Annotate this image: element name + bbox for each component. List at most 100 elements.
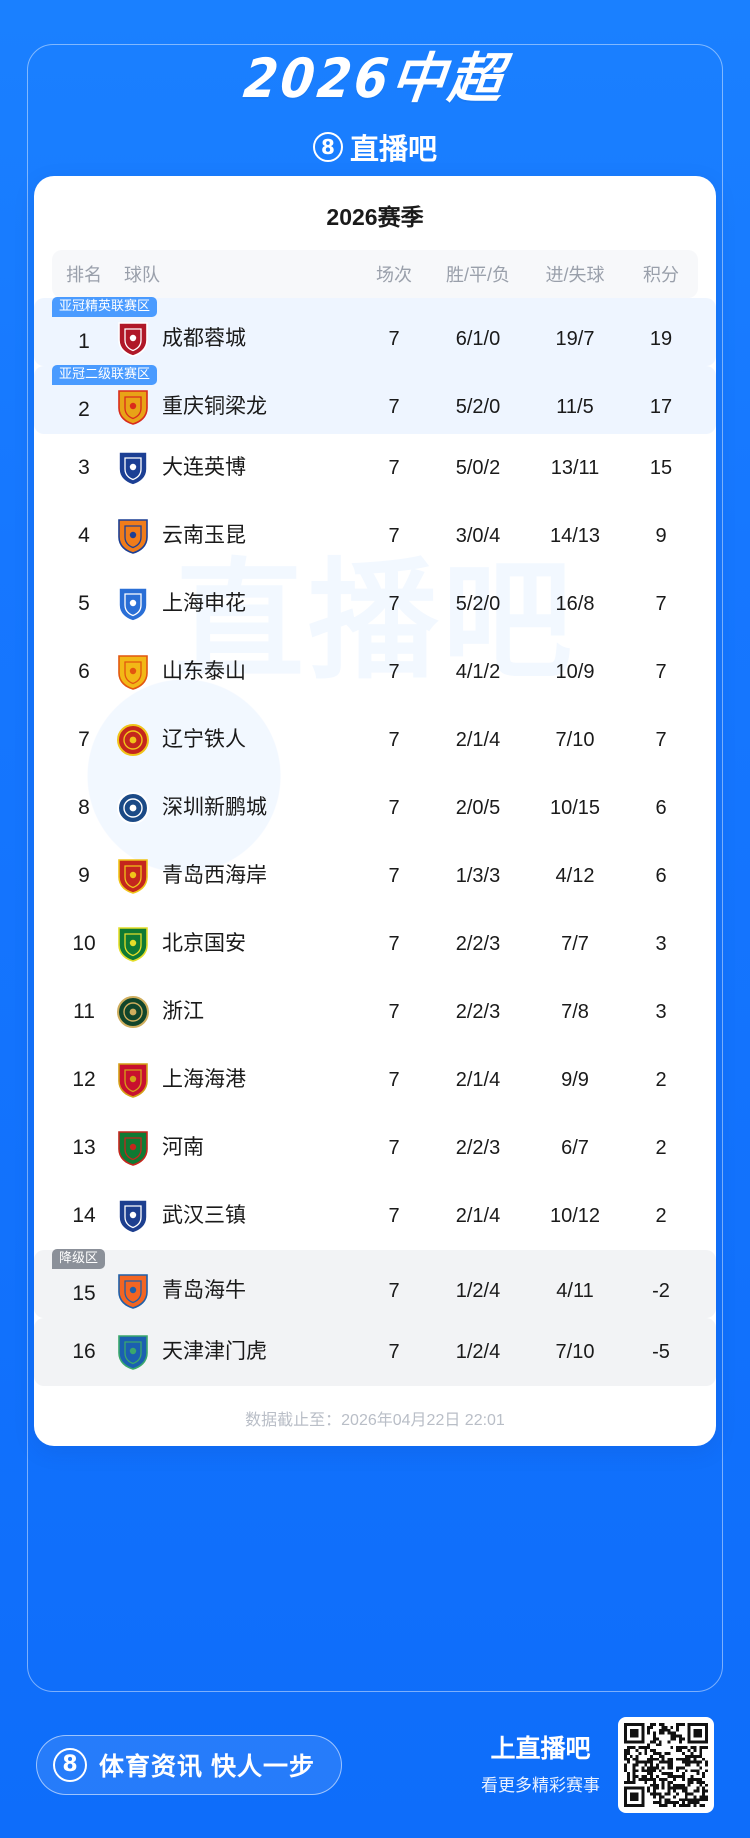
team-name-label: 山东泰山 — [162, 659, 246, 683]
shanghai-shenhua-crest — [116, 585, 150, 623]
row-played: 7 — [388, 592, 400, 615]
row-played: 7 — [388, 728, 400, 751]
row-played: 7 — [388, 1068, 400, 1091]
team-name-label: 重庆铜梁龙 — [162, 394, 267, 418]
table-row[interactable]: 14 武汉三镇 7 2/1/4 10/12 2 — [34, 1182, 716, 1250]
row-rank: 12 — [72, 1068, 96, 1091]
table-row[interactable]: 亚冠二级联赛区 2 重庆铜梁龙 7 5/2/0 11/5 17 — [34, 365, 716, 434]
row-points: 2 — [655, 1204, 667, 1227]
row-goals: 7/10 — [555, 1340, 595, 1363]
row-rank: 16 — [72, 1340, 96, 1363]
row-team: 云南玉昆 — [116, 517, 358, 555]
slogan-pill[interactable]: 8 体育资讯 快人一步 — [36, 1735, 342, 1795]
dalian-yingbo-crest — [116, 449, 150, 487]
row-team: 天津津门虎 — [116, 1333, 358, 1371]
beijing-guoan-crest — [116, 925, 150, 963]
row-wdl: 2/0/5 — [455, 796, 501, 819]
table-row[interactable]: 11 浙江 7 2/2/3 7/8 3 — [34, 978, 716, 1046]
row-rank: 2 — [78, 398, 90, 421]
promo-headline: 上直播吧 — [490, 1734, 591, 1763]
row-goals: 10/15 — [549, 796, 601, 819]
row-played: 7 — [388, 395, 400, 418]
table-row[interactable]: 降级区 15 青岛海牛 7 1/2/4 4/11 -2 — [34, 1249, 716, 1318]
row-wdl: 3/0/4 — [455, 524, 501, 547]
column-header-rank: 排名 — [66, 265, 102, 285]
table-row[interactable]: 10 北京国安 7 2/2/3 7/7 3 — [34, 910, 716, 978]
row-wdl: 2/2/3 — [455, 932, 501, 955]
team-name-label: 上海海港 — [162, 1067, 246, 1091]
row-goals: 11/5 — [556, 395, 594, 418]
row-played: 7 — [388, 1000, 400, 1023]
zone-badge: 降级区 — [52, 1249, 106, 1269]
wuhan-three-towns-crest — [116, 1197, 150, 1235]
row-wdl: 5/2/0 — [455, 395, 501, 418]
column-header-goals: 进/失球 — [545, 265, 605, 285]
row-played: 7 — [388, 932, 400, 955]
table-row[interactable]: 8 深圳新鹏城 7 2/0/5 10/15 6 — [34, 774, 716, 842]
row-goals: 4/11 — [556, 1279, 594, 1302]
team-name-label: 青岛西海岸 — [162, 863, 267, 887]
shandong-taishan-crest — [116, 653, 150, 691]
column-header-played: 场次 — [376, 265, 412, 285]
row-points: 15 — [649, 456, 673, 479]
row-goals: 7/10 — [555, 728, 595, 751]
table-row[interactable]: 16 天津津门虎 7 1/2/4 7/10 -5 — [34, 1318, 716, 1386]
table-row[interactable]: 亚冠精英联赛区 1 成都蓉城 7 6/1/0 19/7 19 — [34, 297, 716, 366]
table-row[interactable]: 4 云南玉昆 7 3/0/4 14/13 9 — [34, 502, 716, 570]
row-team: 成都蓉城 — [116, 320, 358, 358]
team-name-label: 北京国安 — [162, 931, 246, 955]
row-team: 上海申花 — [116, 585, 358, 623]
row-wdl: 1/2/4 — [455, 1279, 501, 1302]
row-rank: 1 — [78, 330, 90, 353]
row-team: 武汉三镇 — [116, 1197, 358, 1235]
table-row[interactable]: 7 辽宁铁人 7 2/1/4 7/10 7 — [34, 706, 716, 774]
row-points: 2 — [655, 1068, 667, 1091]
row-rank: 10 — [72, 932, 96, 955]
shanghai-port-crest — [116, 1061, 150, 1099]
chengdu-rongcheng-crest — [116, 320, 150, 358]
table-row[interactable]: 12 上海海港 7 2/1/4 9/9 2 — [34, 1046, 716, 1114]
row-team: 北京国安 — [116, 925, 358, 963]
qr-code[interactable] — [618, 1717, 714, 1813]
data-timestamp: 数据截止至：2026年04月22日 22:01 — [245, 1412, 505, 1429]
team-name-label: 浙江 — [162, 999, 204, 1023]
row-rank: 13 — [72, 1136, 96, 1159]
row-rank: 14 — [72, 1204, 96, 1227]
row-goals: 10/12 — [549, 1204, 601, 1227]
qingdao-hainiu-crest — [116, 1272, 150, 1310]
row-played: 7 — [388, 1204, 400, 1227]
eight-logo-icon: 8 — [312, 132, 343, 162]
row-goals: 19/7 — [555, 327, 595, 350]
poster-header: 2026中超 8 直播吧 — [0, 44, 750, 176]
row-goals: 4/12 — [555, 864, 595, 887]
row-points: 3 — [655, 1000, 667, 1023]
table-row[interactable]: 6 山东泰山 7 4/1/2 10/9 7 — [34, 638, 716, 706]
row-points: 7 — [655, 728, 667, 751]
row-goals: 9/9 — [561, 1068, 589, 1091]
team-name-label: 云南玉昆 — [162, 523, 246, 547]
row-team: 浙江 — [116, 993, 358, 1031]
table-row[interactable]: 5 上海申花 7 5/2/0 16/8 7 — [34, 570, 716, 638]
row-goals: 10/9 — [555, 660, 595, 683]
row-points: 6 — [655, 796, 667, 819]
row-rank: 6 — [78, 660, 90, 683]
row-played: 7 — [388, 1340, 400, 1363]
table-row[interactable]: 13 河南 7 2/2/3 6/7 2 — [34, 1114, 716, 1182]
row-points: 3 — [655, 932, 667, 955]
row-team: 青岛西海岸 — [116, 857, 358, 895]
column-header-points: 积分 — [643, 265, 679, 285]
row-rank: 11 — [73, 1000, 95, 1023]
row-goals: 14/13 — [549, 524, 601, 547]
row-team: 青岛海牛 — [116, 1272, 358, 1310]
row-team: 山东泰山 — [116, 653, 358, 691]
row-goals: 6/7 — [561, 1136, 589, 1159]
row-team: 河南 — [116, 1129, 358, 1167]
table-row[interactable]: 3 大连英博 7 5/0/2 13/11 15 — [34, 434, 716, 502]
standings-card: 直播吧 2026赛季 排名 球队 场次 胜/平/负 进/失球 积分 亚冠精英联赛… — [34, 176, 716, 1446]
table-row[interactable]: 9 青岛西海岸 7 1/3/3 4/12 6 — [34, 842, 716, 910]
row-team: 辽宁铁人 — [116, 721, 358, 759]
row-wdl: 4/1/2 — [455, 660, 501, 683]
row-team: 大连英博 — [116, 449, 358, 487]
row-points: 7 — [655, 592, 667, 615]
